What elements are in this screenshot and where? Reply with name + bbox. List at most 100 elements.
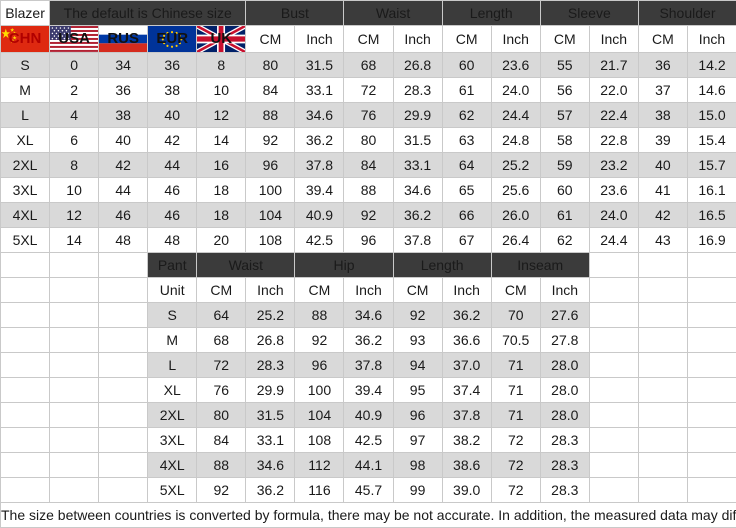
blazer-cell-bust_in: 31.5 [295, 53, 344, 78]
blazer-cell-bust_cm: 84 [246, 78, 295, 103]
spacer-cell [50, 253, 99, 278]
blazer-cell-shoulder_in: 16.9 [687, 228, 736, 253]
blazer-group-header-shoulder: Shoulder [638, 1, 736, 26]
pant-unit-cm-hip: CM [295, 278, 344, 303]
blazer-title: Blazer [1, 1, 50, 26]
pant-cell-inseam_cm: 72 [491, 428, 540, 453]
pant-cell-hip_in: 34.6 [344, 303, 393, 328]
blazer-cell-waist_cm: 84 [344, 153, 393, 178]
pant-cell-inseam_in: 28.0 [540, 353, 589, 378]
spacer-cell [638, 453, 687, 478]
blazer-cell-waist_cm: 72 [344, 78, 393, 103]
blazer-cell-sleeve_cm: 59 [540, 153, 589, 178]
unit-cm-bust: CM [246, 26, 295, 53]
blazer-cell-waist_cm: 76 [344, 103, 393, 128]
blazer-cell-waist_in: 34.6 [393, 178, 442, 203]
blazer-cell-eur: 46 [148, 203, 197, 228]
blazer-cell-sleeve_in: 24.4 [589, 228, 638, 253]
spacer-cell [99, 328, 148, 353]
pant-cell-size: 3XL [148, 428, 197, 453]
spacer-cell [1, 253, 50, 278]
blazer-group-header-length: Length [442, 1, 540, 26]
spacer-cell [687, 278, 736, 303]
pant-cell-length_cm: 92 [393, 303, 442, 328]
spacer-cell [687, 378, 736, 403]
blazer-cell-waist_in: 33.1 [393, 153, 442, 178]
pant-group-header-length: Length [393, 253, 491, 278]
pant-cell-size: 4XL [148, 453, 197, 478]
pant-cell-length_in: 38.6 [442, 453, 491, 478]
pant-cell-hip_in: 40.9 [344, 403, 393, 428]
pant-cell-length_in: 38.2 [442, 428, 491, 453]
blazer-cell-rus: 46 [99, 203, 148, 228]
blazer-cell-waist_in: 37.8 [393, 228, 442, 253]
pant-cell-inseam_in: 28.3 [540, 428, 589, 453]
blazer-cell-sleeve_cm: 60 [540, 178, 589, 203]
blazer-cell-bust_in: 34.6 [295, 103, 344, 128]
blazer-cell-eur: 48 [148, 228, 197, 253]
blazer-cell-sleeve_in: 21.7 [589, 53, 638, 78]
pant-cell-hip_cm: 116 [295, 478, 344, 503]
pant-cell-inseam_in: 28.0 [540, 403, 589, 428]
pant-unit-inch-waist: Inch [246, 278, 295, 303]
pant-cell-inseam_cm: 72 [491, 478, 540, 503]
pant-cell-waist_cm: 64 [197, 303, 246, 328]
pant-group-header-inseam: Inseam [491, 253, 589, 278]
spacer-cell [589, 453, 638, 478]
blazer-cell-sleeve_cm: 55 [540, 53, 589, 78]
unit-inch-sleeve: Inch [589, 26, 638, 53]
blazer-cell-length_cm: 65 [442, 178, 491, 203]
country-label-rus: RUS [99, 26, 147, 52]
blazer-cell-bust_cm: 100 [246, 178, 295, 203]
spacer-cell [99, 453, 148, 478]
blazer-cell-sleeve_cm: 58 [540, 128, 589, 153]
pant-unit-label: Unit [148, 278, 197, 303]
pant-cell-length_in: 36.6 [442, 328, 491, 353]
spacer-cell [1, 403, 50, 428]
pant-cell-length_cm: 93 [393, 328, 442, 353]
pant-unit-inch-inseam: Inch [540, 278, 589, 303]
spacer-cell [99, 378, 148, 403]
spacer-cell [99, 303, 148, 328]
footer-row: The size between countries is converted … [1, 503, 736, 528]
pant-unit-cm-waist: CM [197, 278, 246, 303]
country-label-chn: CHN [1, 26, 49, 52]
country-cell-chn: CHN [1, 26, 50, 53]
pant-cell-waist_in: 36.2 [246, 478, 295, 503]
blazer-cell-bust_in: 40.9 [295, 203, 344, 228]
pant-cell-waist_in: 26.8 [246, 328, 295, 353]
blazer-cell-chn: L [1, 103, 50, 128]
blazer-cell-length_cm: 67 [442, 228, 491, 253]
pant-cell-length_cm: 96 [393, 403, 442, 428]
blazer-cell-sleeve_in: 23.2 [589, 153, 638, 178]
blazer-cell-shoulder_cm: 37 [638, 78, 687, 103]
spacer-cell [589, 478, 638, 503]
country-cell-usa: USA [50, 26, 99, 53]
blazer-cell-uk: 20 [197, 228, 246, 253]
unit-cm-length: CM [442, 26, 491, 53]
blazer-cell-waist_cm: 96 [344, 228, 393, 253]
unit-inch-shoulder: Inch [687, 26, 736, 53]
pant-cell-inseam_in: 27.6 [540, 303, 589, 328]
blazer-cell-bust_in: 36.2 [295, 128, 344, 153]
pant-cell-waist_cm: 92 [197, 478, 246, 503]
pant-cell-waist_cm: 72 [197, 353, 246, 378]
blazer-cell-waist_in: 28.3 [393, 78, 442, 103]
unit-inch-bust: Inch [295, 26, 344, 53]
spacer-cell [589, 328, 638, 353]
pant-cell-size: 5XL [148, 478, 197, 503]
pant-cell-length_cm: 97 [393, 428, 442, 453]
spacer-cell [1, 303, 50, 328]
spacer-cell [50, 303, 99, 328]
blazer-cell-waist_in: 36.2 [393, 203, 442, 228]
pant-cell-inseam_in: 28.3 [540, 453, 589, 478]
pant-title: Pant [148, 253, 197, 278]
spacer-cell [589, 403, 638, 428]
blazer-cell-length_in: 26.0 [491, 203, 540, 228]
pant-cell-waist_in: 29.9 [246, 378, 295, 403]
blazer-cell-sleeve_in: 22.4 [589, 103, 638, 128]
spacer-cell [1, 478, 50, 503]
blazer-group-header-sleeve: Sleeve [540, 1, 638, 26]
blazer-cell-length_in: 26.4 [491, 228, 540, 253]
blazer-cell-uk: 18 [197, 203, 246, 228]
